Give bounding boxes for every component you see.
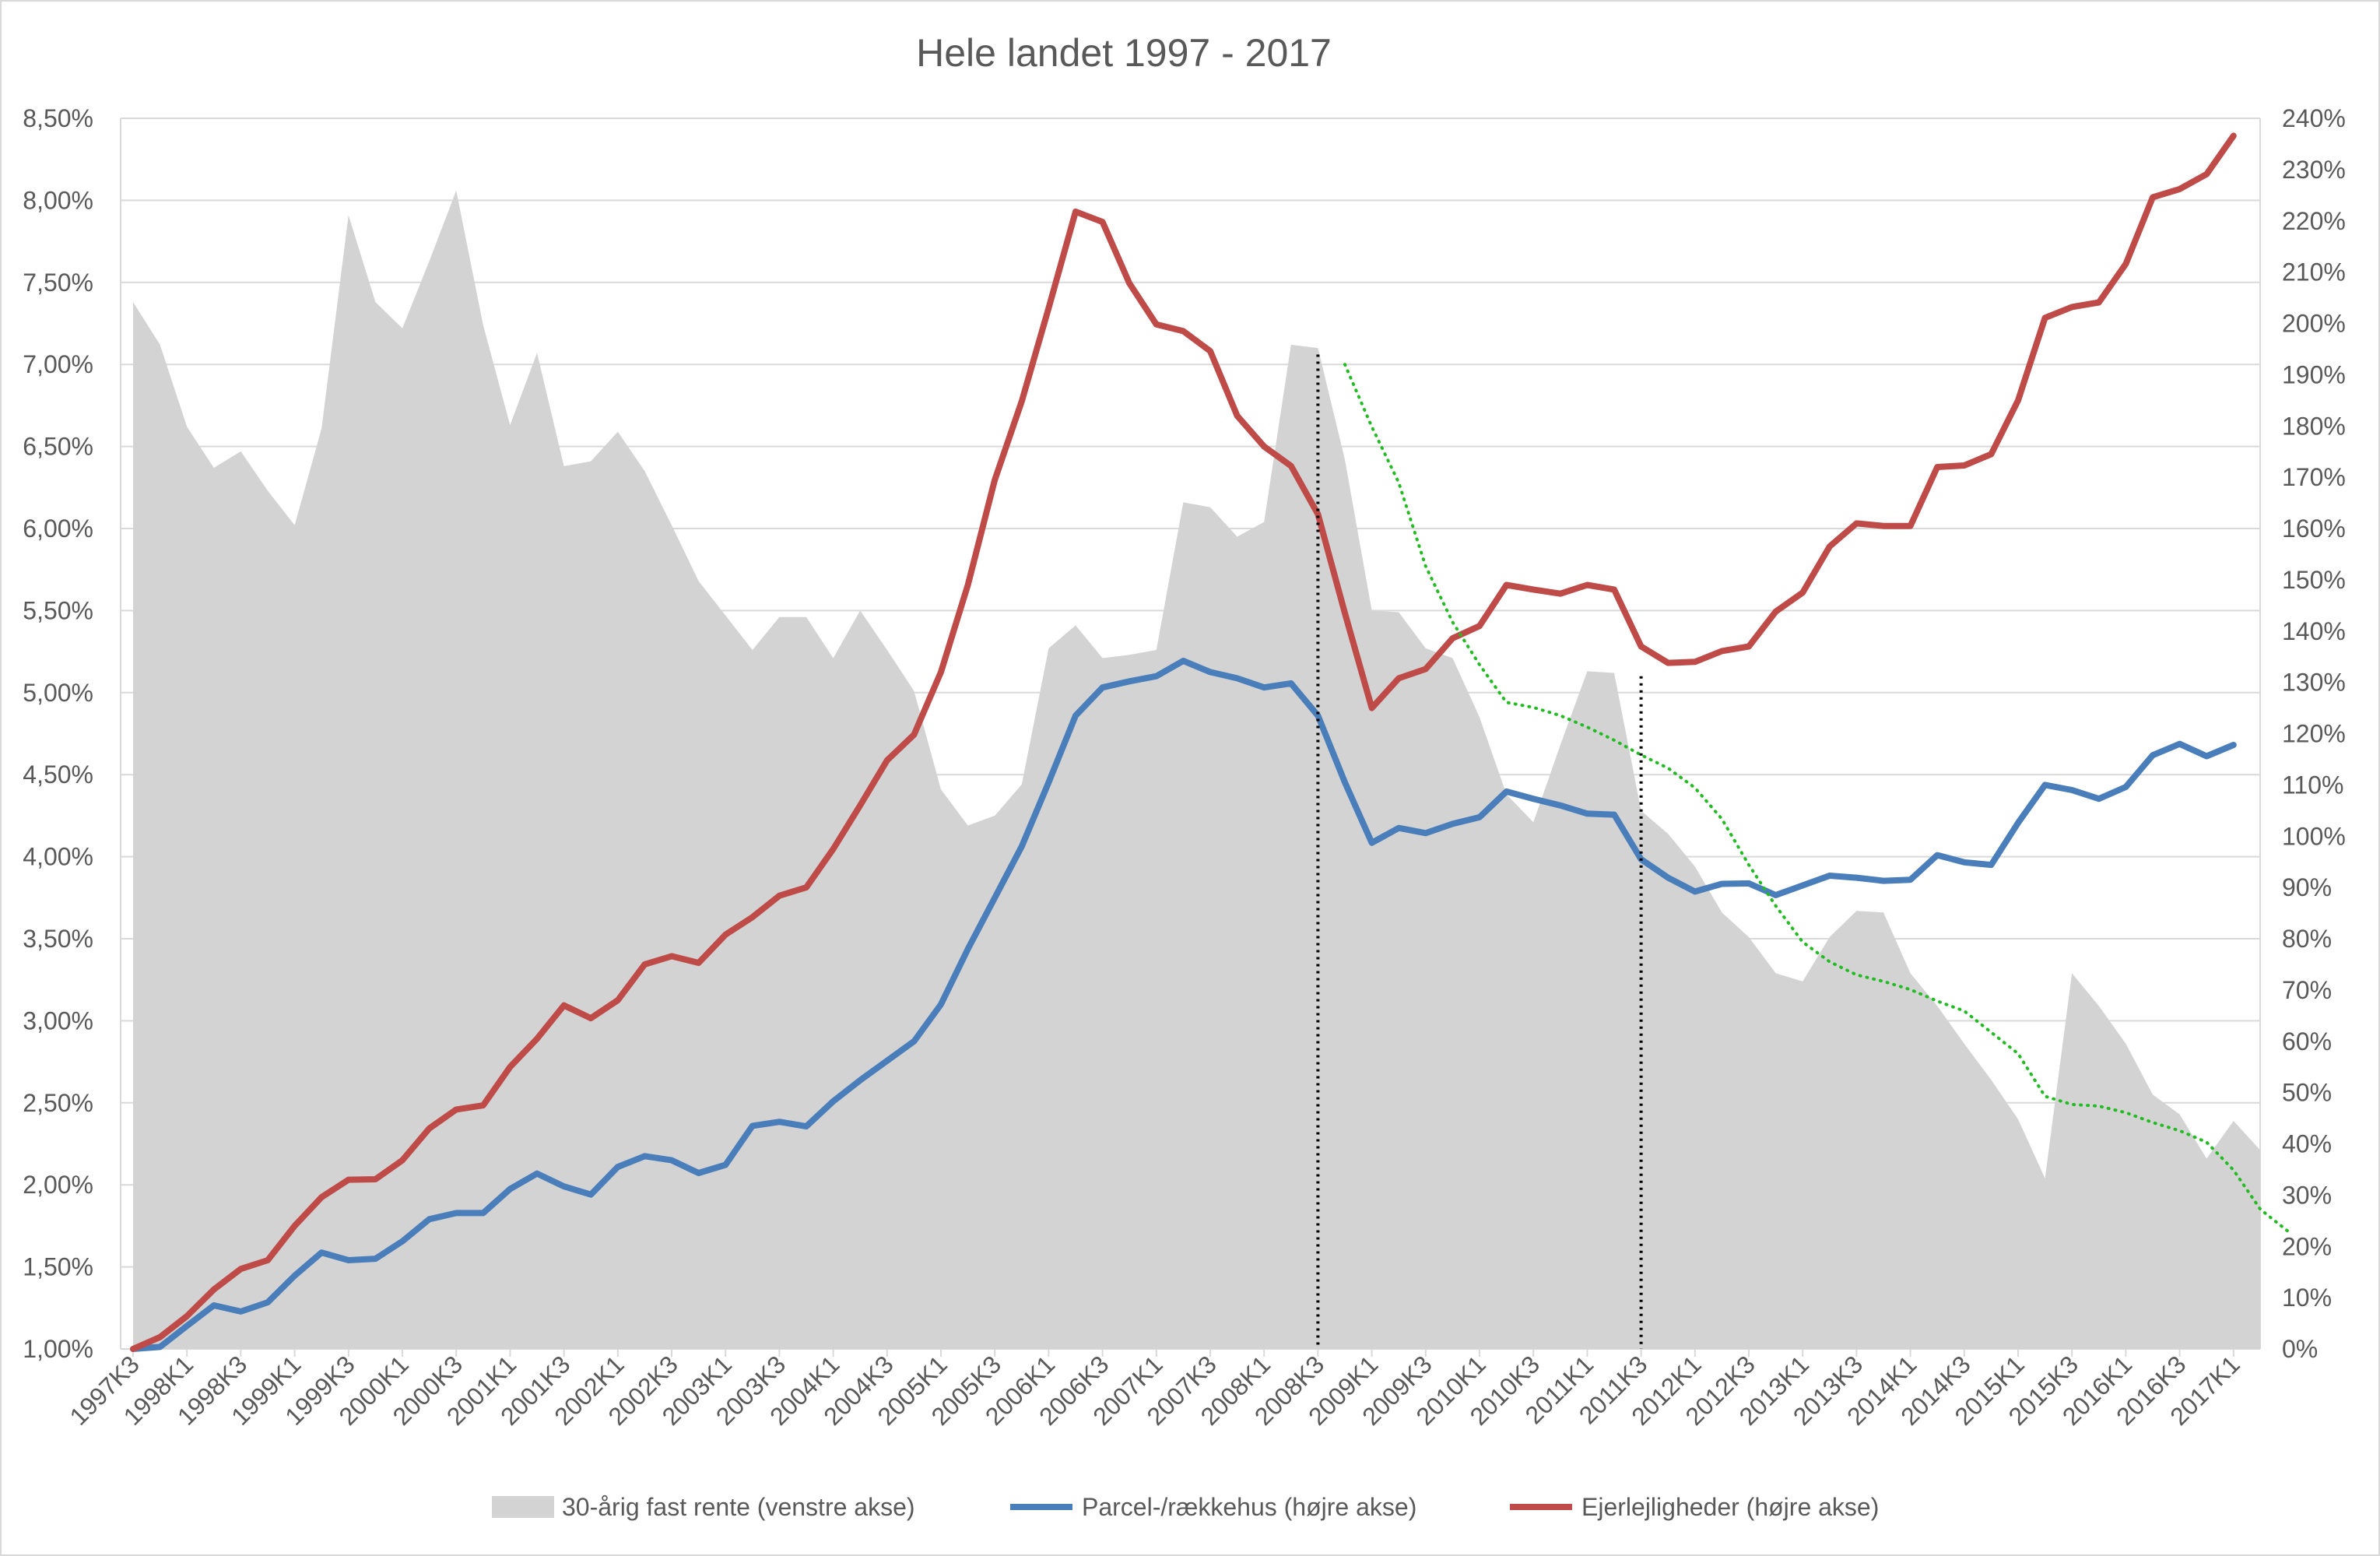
- left-axis-tick-label: 6,00%: [23, 515, 93, 543]
- left-axis-tick-label: 5,50%: [23, 596, 93, 624]
- left-axis-tick-label: 4,50%: [23, 760, 93, 789]
- left-axis-tick-label: 7,00%: [23, 350, 93, 378]
- left-axis-tick-label: 4,00%: [23, 843, 93, 871]
- right-axis-tick-label: 210%: [2282, 258, 2346, 286]
- left-axis-tick-label: 1,50%: [23, 1253, 93, 1281]
- right-axis-tick-label: 190%: [2282, 360, 2346, 388]
- left-axis-tick-label: 5,00%: [23, 679, 93, 707]
- left-axis-tick-label: 2,50%: [23, 1089, 93, 1117]
- right-axis-tick-label: 60%: [2282, 1027, 2332, 1055]
- right-axis-tick-label: 70%: [2282, 976, 2332, 1004]
- left-axis-tick-label: 8,00%: [23, 186, 93, 214]
- right-axis-tick-label: 160%: [2282, 515, 2346, 543]
- vertical-markers-layer: [1316, 354, 1643, 1349]
- right-axis-labels: 0% 10% 20% 30% 40% 50% 60% 70% 80% 90% 100% 110% 120…: [2282, 104, 2346, 1363]
- right-axis-tick-label: 90%: [2282, 873, 2332, 901]
- left-axis-tick-label: 3,00%: [23, 1006, 93, 1034]
- legend-label: 30-årig fast rente (venstre akse): [562, 1493, 915, 1521]
- left-axis-tick-label: 1,00%: [23, 1335, 93, 1363]
- right-axis-tick-label: 0%: [2282, 1335, 2318, 1363]
- right-axis-tick-label: 220%: [2282, 207, 2346, 235]
- right-axis-tick-label: 80%: [2282, 925, 2332, 953]
- right-axis-tick-label: 230%: [2282, 156, 2346, 184]
- left-axis-tick-label: 8,50%: [23, 104, 93, 132]
- house-price-line: [130, 658, 2237, 1352]
- left-axis-tick-label: 2,00%: [23, 1171, 93, 1199]
- chart-title: Hele landet 1997 - 2017: [916, 31, 1332, 75]
- x-axis-labels: 1997K31998K11998K31999K11999K32000K12000…: [64, 1350, 2245, 1430]
- right-axis-tick-label: 170%: [2282, 463, 2346, 491]
- series-lines-layer: [130, 132, 2289, 1352]
- rate-area-layer: [133, 190, 2261, 1349]
- legend-label: Parcel-/rækkehus (højre akse): [1082, 1493, 1416, 1521]
- right-axis-tick-label: 100%: [2282, 822, 2346, 850]
- right-axis-tick-label: 140%: [2282, 617, 2346, 645]
- right-axis-tick-label: 110%: [2282, 771, 2343, 799]
- legend-swatch: [492, 1496, 554, 1518]
- right-axis-tick-label: 240%: [2282, 104, 2346, 132]
- rate-area: [133, 190, 2261, 1349]
- legend: 30-årig fast rente (venstre akse) Parcel-…: [492, 1493, 1879, 1521]
- right-axis-tick-label: 40%: [2282, 1130, 2332, 1158]
- trend-dotted-line: [1343, 363, 2289, 1233]
- right-axis-tick-label: 130%: [2282, 669, 2346, 697]
- right-axis-tick-label: 50%: [2282, 1079, 2332, 1107]
- left-axis-tick-label: 3,50%: [23, 925, 93, 953]
- right-axis-tick-label: 20%: [2282, 1232, 2332, 1260]
- legend-item: Ejerlejligheder (højre akse): [1510, 1493, 1879, 1521]
- right-axis-tick-label: 30%: [2282, 1181, 2332, 1209]
- right-axis-tick-label: 120%: [2282, 720, 2346, 748]
- right-axis-tick-label: 150%: [2282, 566, 2346, 594]
- left-axis-labels: 1,00% 1,50% 2,00% 2,50% 3,00% 3,50% 4,00% 4,50%…: [23, 104, 93, 1363]
- left-axis-tick-label: 7,50%: [23, 269, 93, 297]
- right-axis-tick-label: 180%: [2282, 412, 2346, 440]
- legend-item: 30-årig fast rente (venstre akse): [492, 1493, 915, 1521]
- legend-label: Ejerlejligheder (højre akse): [1581, 1493, 1879, 1521]
- legend-item: Parcel-/rækkehus (højre akse): [1010, 1493, 1416, 1521]
- right-axis-tick-label: 10%: [2282, 1284, 2332, 1312]
- apartment-price-line: [130, 132, 2237, 1352]
- left-axis-tick-label: 6,50%: [23, 433, 93, 461]
- right-axis-tick-label: 200%: [2282, 310, 2346, 338]
